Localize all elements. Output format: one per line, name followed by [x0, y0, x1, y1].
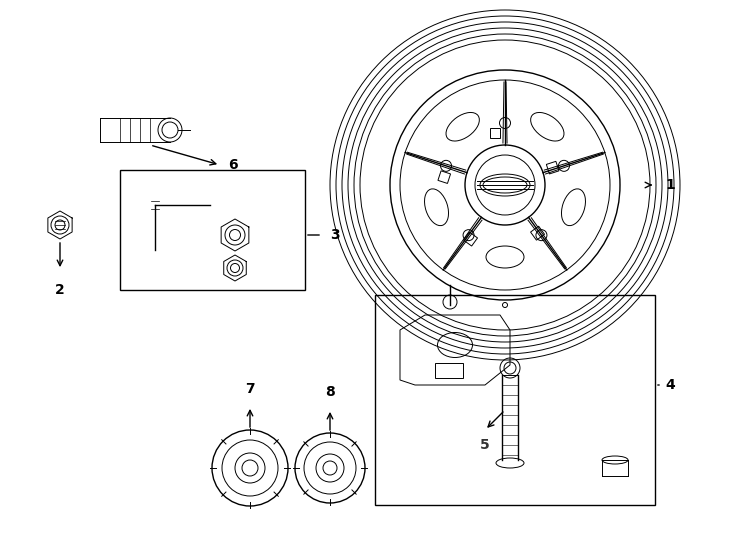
Bar	[435, 363, 463, 378]
Text: 4: 4	[665, 378, 675, 392]
Bar	[438, 171, 451, 184]
Bar	[120, 170, 305, 290]
Text: 8: 8	[325, 385, 335, 399]
Text: 1: 1	[665, 178, 675, 192]
Bar	[490, 128, 500, 138]
Text: 6: 6	[228, 158, 238, 172]
Text: 5: 5	[480, 438, 490, 452]
Text: 7: 7	[245, 382, 255, 396]
Bar	[464, 232, 478, 246]
Bar	[531, 226, 545, 240]
Text: 2: 2	[55, 283, 65, 297]
Bar	[375, 295, 655, 505]
Text: 3: 3	[330, 228, 340, 242]
Bar	[546, 161, 559, 174]
